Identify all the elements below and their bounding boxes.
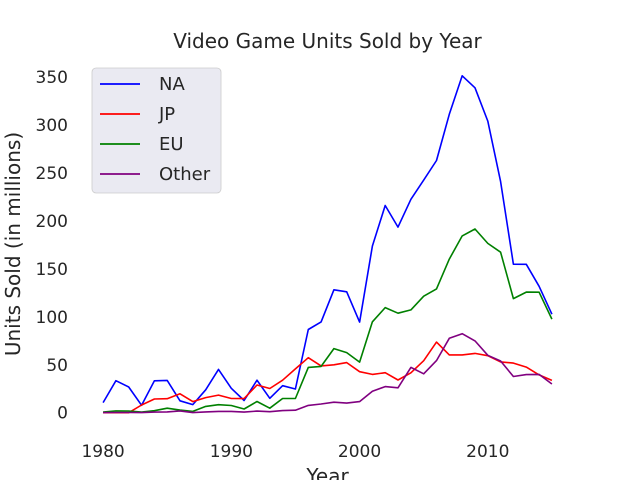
series-line-na xyxy=(102,75,553,407)
x-axis: 1980 1990 2000 2010 xyxy=(81,442,509,462)
series-lines xyxy=(102,75,553,414)
x-tick-label: 1990 xyxy=(210,442,253,462)
y-tick-label: 50 xyxy=(46,356,68,376)
chart-title: Video Game Units Sold by Year xyxy=(173,29,482,53)
legend-box xyxy=(91,67,222,194)
x-tick-label: 1980 xyxy=(81,442,124,462)
x-tick-label: 2010 xyxy=(466,442,509,462)
series-line-other xyxy=(103,332,553,414)
x-axis-label: Year xyxy=(305,464,349,480)
y-axis: 0 50 100 150 200 250 300 350 xyxy=(36,68,68,424)
legend: NA JP EU Other xyxy=(91,67,222,194)
legend-label-other: Other xyxy=(159,164,211,185)
legend-label-eu: EU xyxy=(159,134,184,155)
series-line-eu xyxy=(103,228,553,413)
y-tick-label: 350 xyxy=(36,68,68,88)
y-tick-label: 150 xyxy=(36,260,68,280)
legend-label-na: NA xyxy=(159,74,185,95)
series-line-jp xyxy=(103,341,553,414)
x-tick-label: 2000 xyxy=(338,442,381,462)
legend-label-jp: JP xyxy=(158,104,175,125)
y-tick-label: 0 xyxy=(57,404,68,424)
y-axis-label: Units Sold (in millions) xyxy=(1,132,25,356)
y-tick-label: 100 xyxy=(36,308,68,328)
y-tick-label: 300 xyxy=(36,116,68,136)
y-tick-label: 250 xyxy=(36,164,68,184)
y-tick-label: 200 xyxy=(36,212,68,232)
